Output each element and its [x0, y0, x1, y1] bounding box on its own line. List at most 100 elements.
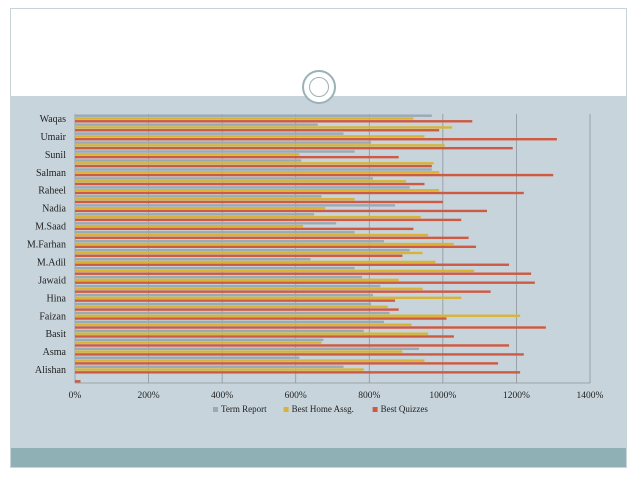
bar-best-home-assg--5: [75, 332, 429, 335]
bar-term-report-2: [75, 356, 300, 359]
category-label: Umair: [40, 132, 66, 143]
bar-term-report-17: [75, 222, 337, 225]
x-tick-label: 600%: [285, 391, 307, 401]
bar-best-home-assg--28: [75, 126, 453, 129]
bar-term-report-29: [75, 114, 432, 117]
bar-term-report-11: [75, 275, 362, 279]
bar-best-quizzes-0: [75, 380, 81, 383]
x-tick-label: 1400%: [577, 391, 604, 401]
legend-label: Term Report: [221, 404, 267, 414]
inner-ring-icon: [309, 77, 329, 97]
bar-best-quizzes-22: [75, 182, 425, 186]
bar-best-home-assg--25: [75, 153, 300, 156]
bar-term-report-26: [75, 141, 372, 144]
bar-term-report-7: [75, 311, 390, 315]
bar-best-home-assg--10: [75, 287, 423, 291]
category-label: Nadia: [42, 204, 66, 215]
category-label: Sunil: [45, 150, 66, 161]
bar-best-home-assg--24: [75, 162, 434, 165]
bar-best-home-assg--17: [75, 224, 304, 228]
bar-best-quizzes-28: [75, 129, 440, 132]
category-label: Raheel: [38, 186, 66, 197]
slide-frame: [10, 8, 627, 468]
legend-label: Best Quizzes: [381, 404, 429, 414]
bar-best-quizzes-20: [75, 200, 443, 204]
category-label: Jawaid: [38, 275, 66, 286]
x-tick-label: 1000%: [429, 391, 456, 401]
bar-term-report-21: [75, 186, 410, 189]
category-label: Waqas: [40, 114, 67, 125]
x-tick-label: 0%: [69, 391, 82, 401]
category-label: Faizan: [39, 311, 66, 322]
bar-best-quizzes-7: [75, 317, 447, 320]
bar-term-report-23: [75, 168, 432, 171]
bar-best-home-assg--2: [75, 359, 425, 362]
bar-best-quizzes-4: [75, 344, 510, 347]
bar-best-quizzes-11: [75, 281, 535, 284]
bar-term-report-4: [75, 338, 324, 342]
bar-best-quizzes-29: [75, 120, 473, 123]
bar-term-report-16: [75, 231, 355, 234]
bar-term-report-25: [75, 150, 355, 153]
bar-best-home-assg--19: [75, 206, 326, 210]
bar-best-home-assg--23: [75, 171, 440, 174]
legend-swatch: [372, 407, 378, 412]
bar-term-report-14: [75, 248, 410, 252]
category-label: M.Adil: [37, 257, 66, 268]
bar-term-report-24: [75, 159, 302, 162]
bar-best-home-assg--20: [75, 197, 355, 201]
category-label: Salman: [36, 168, 66, 179]
bar-term-report-8: [75, 302, 372, 306]
bar-best-quizzes-1: [75, 371, 521, 374]
bar-term-report-18: [75, 213, 315, 216]
bar-term-report-22: [75, 177, 373, 180]
x-tick-label: 1200%: [503, 391, 530, 401]
bar-best-home-assg--16: [75, 233, 429, 237]
bar-term-report-6: [75, 320, 384, 324]
bar-term-report-9: [75, 293, 373, 297]
bar-best-quizzes-18: [75, 218, 462, 222]
bar-best-home-assg--22: [75, 180, 407, 183]
bar-best-quizzes-14: [75, 254, 403, 257]
bar-best-quizzes-24: [75, 164, 432, 168]
bar-best-home-assg--21: [75, 189, 440, 192]
bar-best-home-assg--13: [75, 260, 436, 264]
bar-best-home-assg--26: [75, 144, 445, 147]
x-tick-label: 800%: [358, 391, 380, 401]
x-tick-label: 200%: [137, 391, 159, 401]
bar-term-report-28: [75, 123, 318, 126]
category-label: Asma: [43, 347, 67, 358]
bar-best-home-assg--29: [75, 117, 414, 120]
category-label: Hina: [47, 293, 67, 304]
bar-best-quizzes-21: [75, 191, 524, 195]
legend-label: Best Home Assg.: [292, 404, 354, 414]
bar-best-quizzes-5: [75, 335, 454, 338]
bar-best-quizzes-16: [75, 236, 469, 240]
bar-term-report-3: [75, 347, 419, 351]
footer-band: [11, 448, 626, 467]
bar-term-report-12: [75, 266, 355, 270]
bar-term-report-19: [75, 204, 396, 207]
bar-best-quizzes-17: [75, 227, 414, 231]
bar-best-quizzes-6: [75, 326, 546, 329]
bar-best-quizzes-12: [75, 272, 532, 275]
bar-best-home-assg--1: [75, 368, 364, 371]
bar-best-home-assg--18: [75, 215, 421, 219]
bar-best-home-assg--7: [75, 314, 521, 317]
bar-term-report-15: [75, 240, 384, 243]
bar-best-home-assg--12: [75, 269, 475, 273]
bar-term-report-5: [75, 329, 364, 333]
bar-best-quizzes-10: [75, 290, 491, 293]
bar-term-report-1: [75, 365, 344, 368]
bar-term-report-10: [75, 284, 381, 288]
bar-best-quizzes-9: [75, 299, 396, 302]
bar-best-home-assg--11: [75, 278, 399, 282]
bar-best-quizzes-25: [75, 155, 399, 159]
bar-term-report-20: [75, 195, 322, 198]
decorative-ring-icon: [302, 70, 336, 104]
category-label: Alishan: [35, 365, 66, 376]
bar-best-home-assg--15: [75, 242, 454, 246]
bar-best-quizzes-13: [75, 263, 510, 266]
bar-best-quizzes-8: [75, 308, 399, 311]
